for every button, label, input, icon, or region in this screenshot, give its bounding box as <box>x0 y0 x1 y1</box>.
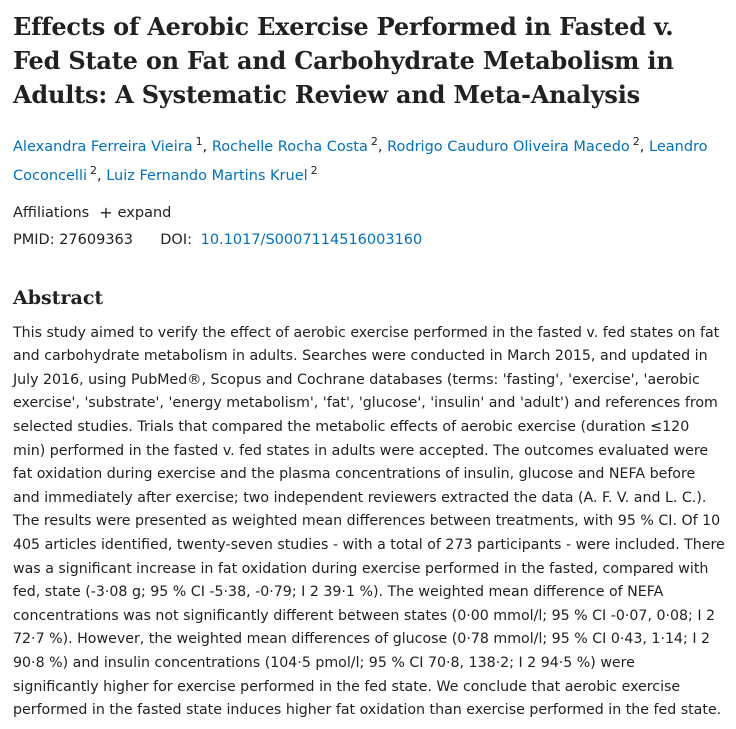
affiliations-expand-button[interactable]: + expand <box>99 203 171 223</box>
pmid-label: PMID: <box>13 231 55 248</box>
article-page: Effects of Aerobic Exercise Performed in… <box>13 12 725 719</box>
pmid-value: 27609363 <box>59 231 134 248</box>
author-link[interactable]: Luiz Fernando Martins Kruel 2 <box>106 164 317 185</box>
author-name[interactable]: Rodrigo Cauduro Oliveira Macedo <box>387 138 630 155</box>
affiliations-label: Affiliations <box>13 204 90 221</box>
author-list: Alexandra Ferreira Vieira 1, Rochelle Roc… <box>13 130 725 189</box>
identifiers-row: PMID: 27609363 DOI: 10.1017/S00071145160… <box>13 230 725 250</box>
affiliation-number[interactable]: 2 <box>310 164 318 178</box>
article-title: Effects of Aerobic Exercise Performed in… <box>13 12 674 109</box>
affiliation-number[interactable]: 2 <box>370 135 378 148</box>
author-link[interactable]: Rodrigo Cauduro Oliveira Macedo 2 <box>387 135 640 155</box>
author-separator: , <box>202 138 212 155</box>
doi-label: DOI: <box>160 231 192 248</box>
author-name[interactable]: Alexandra Ferreira Vieira <box>13 138 193 155</box>
affiliation-number[interactable]: 2 <box>90 164 98 178</box>
author-name[interactable]: Leandro Coconcelli <box>13 138 708 185</box>
expand-label[interactable]: expand <box>117 204 172 221</box>
author-link[interactable]: Leandro Coconcelli 2 <box>13 139 708 184</box>
affiliations-row: Affiliations + expand <box>13 203 725 223</box>
author-name[interactable]: Rochelle Rocha Costa <box>211 138 368 155</box>
author-link[interactable]: Rochelle Rocha Costa 2 <box>211 135 378 155</box>
author-separator: , <box>377 138 388 155</box>
affiliation-number[interactable]: 1 <box>195 135 203 148</box>
author-link[interactable]: Alexandra Ferreira Vieira 1 <box>13 135 203 155</box>
doi-link[interactable]: 10.1017/S0007114516003160 <box>200 231 423 248</box>
plus-icon[interactable]: + <box>99 202 113 222</box>
author-separator: , <box>97 168 107 185</box>
author-separator: , <box>639 138 650 155</box>
author-name[interactable]: Luiz Fernando Martins Kruel <box>106 168 308 185</box>
affiliation-number[interactable]: 2 <box>632 135 640 148</box>
abstract-text: This study aimed to verify the effect of… <box>13 324 725 719</box>
abstract-heading: Abstract <box>13 286 104 309</box>
